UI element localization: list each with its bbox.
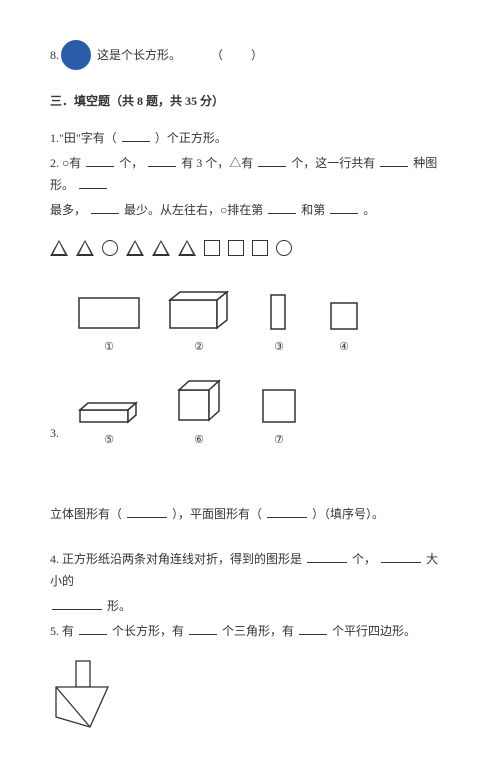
fig-7 xyxy=(244,386,314,426)
q5-figure xyxy=(50,657,450,737)
fig-5 xyxy=(64,398,154,426)
blank xyxy=(86,153,114,167)
blank xyxy=(267,504,307,518)
blank xyxy=(189,621,217,635)
label-4: ④ xyxy=(339,337,349,358)
question-2-line1: 2. ○有 个， 有 3 个，△有 个，这一行共有 种图形。 xyxy=(50,152,450,198)
fig-2 xyxy=(154,288,244,333)
label-6: ⑥ xyxy=(194,430,204,451)
blank xyxy=(127,504,167,518)
blank xyxy=(381,549,421,563)
label-5: ⑤ xyxy=(104,430,114,451)
tri-icon xyxy=(76,240,94,256)
question-3: 3. xyxy=(50,280,450,485)
q2-c: 有 3 个，△有 xyxy=(181,156,253,170)
blank xyxy=(330,200,358,214)
tri-icon xyxy=(50,240,68,256)
q2-g: 最少。从左往右，○排在第 xyxy=(124,203,263,217)
q4-b: 个， xyxy=(352,552,376,566)
q5-c: 个三角形，有 xyxy=(222,624,294,638)
q2-h: 和第 xyxy=(301,203,325,217)
q8-text: 这是个长方形。 xyxy=(97,44,181,67)
q2-f: 最多， xyxy=(50,203,86,217)
fig-row-1 xyxy=(64,288,374,333)
q8-number: 8. xyxy=(50,44,59,67)
q5-b: 个长方形，有 xyxy=(112,624,184,638)
fig-row-2 xyxy=(64,376,374,426)
sq-icon xyxy=(204,240,220,256)
square-icon xyxy=(327,299,361,333)
rectangle-icon xyxy=(74,293,144,333)
q3-text: 立体图形有（ ），平面图形有（ ）（填序号）。 xyxy=(50,503,450,526)
q1-suffix: ）个正方形。 xyxy=(155,131,227,145)
blank xyxy=(299,621,327,635)
q3-text-a: 立体图形有（ xyxy=(50,507,122,521)
blank xyxy=(79,621,107,635)
question-5: 5. 有 个长方形，有 个三角形，有 个平行四边形。 xyxy=(50,620,450,643)
question-4-line1: 4. 正方形纸沿两条对角连线对折，得到的图形是 个， 大小的 xyxy=(50,548,450,594)
q4-d: 形。 xyxy=(107,599,131,613)
tall-rect-icon xyxy=(267,291,291,333)
q3-number: 3. xyxy=(50,422,64,445)
q2-d: 个，这一行共有 xyxy=(291,156,375,170)
blue-circle-icon xyxy=(61,40,91,70)
fig-4 xyxy=(314,299,374,333)
blank xyxy=(79,175,107,189)
tri-icon xyxy=(152,240,170,256)
fig-3 xyxy=(244,291,314,333)
cuboid-icon xyxy=(162,288,237,333)
tri-icon xyxy=(178,240,196,256)
question-1: 1."田"字有（ ）个正方形。 xyxy=(50,127,450,150)
label-row-1: ① ② ③ ④ xyxy=(64,337,374,358)
label-7: ⑦ xyxy=(274,430,284,451)
question-8: 8. 这是个长方形。 （ ） xyxy=(50,40,450,70)
blank xyxy=(122,128,150,142)
section-3-title: 三．填空题（共 8 题，共 35 分） xyxy=(50,90,450,113)
question-4-line2: 形。 xyxy=(50,595,450,618)
composite-shape-icon xyxy=(50,657,120,737)
shape-sequence-row xyxy=(50,240,450,256)
question-2-line2: 最多， 最少。从左往右，○排在第 和第 。 xyxy=(50,199,450,222)
q5-d: 个平行四边形。 xyxy=(332,624,416,638)
label-2: ② xyxy=(194,337,204,358)
q4-a: 4. 正方形纸沿两条对角连线对折，得到的图形是 xyxy=(50,552,302,566)
tri-icon xyxy=(126,240,144,256)
q2-i: 。 xyxy=(363,203,375,217)
q2-a: 2. ○有 xyxy=(50,156,81,170)
flat-cuboid-icon xyxy=(74,398,144,426)
label-3: ③ xyxy=(274,337,284,358)
q2-b: 个， xyxy=(119,156,143,170)
blank xyxy=(307,549,347,563)
q3-text-c: ）（填序号）。 xyxy=(312,507,384,521)
circ-icon xyxy=(102,240,118,256)
sq-icon xyxy=(228,240,244,256)
label-1: ① xyxy=(104,337,114,358)
blank xyxy=(258,153,286,167)
square2-icon xyxy=(259,386,299,426)
blank xyxy=(380,153,408,167)
cube-icon xyxy=(173,376,225,426)
q8-paren: （ ） xyxy=(211,44,271,67)
sq-icon xyxy=(252,240,268,256)
q1-prefix: 1."田"字有（ xyxy=(50,131,117,145)
blank xyxy=(148,153,176,167)
worksheet-page: 8. 这是个长方形。 （ ） 三．填空题（共 8 题，共 35 分） 1."田"… xyxy=(0,0,500,757)
blank xyxy=(52,596,102,610)
q3-text-b: ），平面图形有（ xyxy=(172,507,262,521)
label-row-2: ⑤ ⑥ ⑦ xyxy=(64,430,374,451)
blank xyxy=(91,200,119,214)
blank xyxy=(268,200,296,214)
fig-1 xyxy=(64,293,154,333)
q5-a: 5. 有 xyxy=(50,624,74,638)
fig-6 xyxy=(154,376,244,426)
q3-figures: ① ② ③ ④ xyxy=(64,288,374,469)
circ-icon xyxy=(276,240,292,256)
